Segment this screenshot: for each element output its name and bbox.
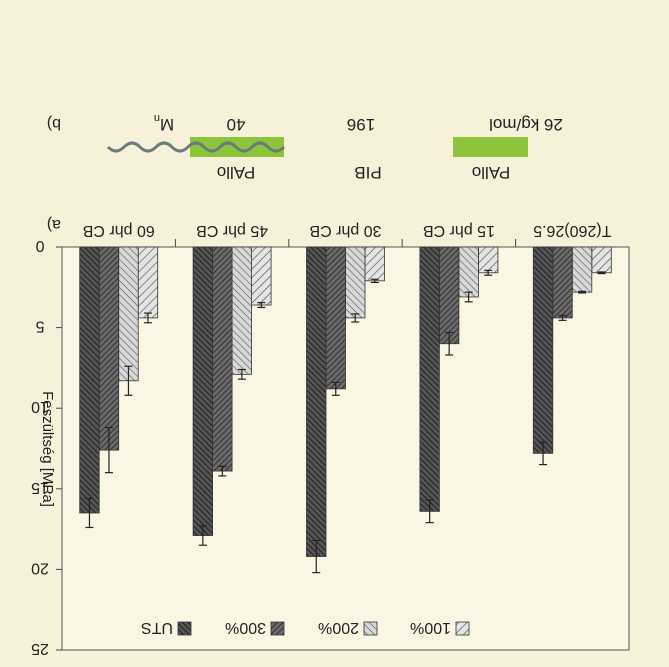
y-tick-label: 5 — [35, 318, 44, 335]
bar — [345, 246, 366, 319]
panel-a-label: a) — [47, 216, 61, 233]
category-label: 30 phr CB — [309, 222, 381, 239]
legend-label: 100% — [410, 619, 451, 636]
bar — [212, 246, 233, 472]
panel-b: b) Mn 40 196 26 kg/mol PAllo PIB PAllo — [47, 112, 563, 182]
bar — [306, 246, 327, 557]
y-tick-label: 10 — [31, 398, 49, 415]
y-axis-label: Feszültség [MPa] — [39, 391, 56, 507]
legend-swatch — [363, 621, 378, 636]
y-tick-label: 25 — [31, 640, 49, 657]
panel-b-label: b) — [47, 115, 61, 132]
category-labels: T(260)26.5 15 phr CB 30 phr CB 45 phr CB 60 … — [83, 222, 611, 247]
bar — [532, 246, 554, 454]
legend-swatch — [177, 621, 192, 636]
category-label: 15 phr CB — [423, 222, 495, 239]
bar — [458, 246, 479, 298]
bar — [591, 246, 612, 274]
category-label: 45 phr CB — [196, 222, 268, 239]
panel-a: a) T(260)26.5 15 phr CB 30 phr CB 45 phr CB… — [31, 216, 630, 657]
bar — [571, 246, 593, 293]
legend: 100% 200% 300% UTS — [141, 619, 470, 636]
pib-chain — [106, 141, 286, 153]
bar — [137, 246, 159, 319]
legend-swatch — [270, 621, 285, 636]
bar — [438, 246, 460, 345]
bar — [98, 246, 120, 451]
mass-mid-value: 196 — [347, 115, 375, 134]
bars — [79, 246, 612, 574]
legend-label: UTS — [141, 619, 173, 636]
legend-label: 300% — [225, 619, 266, 636]
bar — [79, 246, 100, 514]
legend-swatch — [455, 621, 470, 636]
mn-label: Mn — [154, 112, 174, 134]
y-axis: 0 5 10 15 20 25 — [31, 237, 62, 657]
y-tick-label: 20 — [31, 559, 49, 576]
category-label: T(260)26.5 — [533, 222, 611, 239]
bar — [419, 246, 440, 512]
bar — [364, 246, 385, 282]
bar — [552, 246, 573, 319]
bar — [477, 246, 499, 274]
bar — [118, 246, 139, 382]
block-left-label: PAllo — [217, 163, 255, 182]
bar — [231, 246, 253, 375]
block-right-label: PAllo — [472, 163, 510, 182]
y-tick-label: 0 — [35, 237, 44, 254]
bar — [251, 246, 272, 306]
y-tick-label: 15 — [31, 479, 49, 496]
bar — [325, 246, 346, 390]
category-label: 60 phr CB — [83, 222, 155, 239]
legend-label: 200% — [318, 619, 359, 636]
mass-left-value: 40 — [227, 115, 246, 134]
pallo-block-right — [453, 137, 528, 157]
mass-right-value: 26 kg/mol — [489, 115, 563, 134]
bar — [192, 246, 214, 536]
block-mid-label: PIB — [354, 163, 381, 182]
